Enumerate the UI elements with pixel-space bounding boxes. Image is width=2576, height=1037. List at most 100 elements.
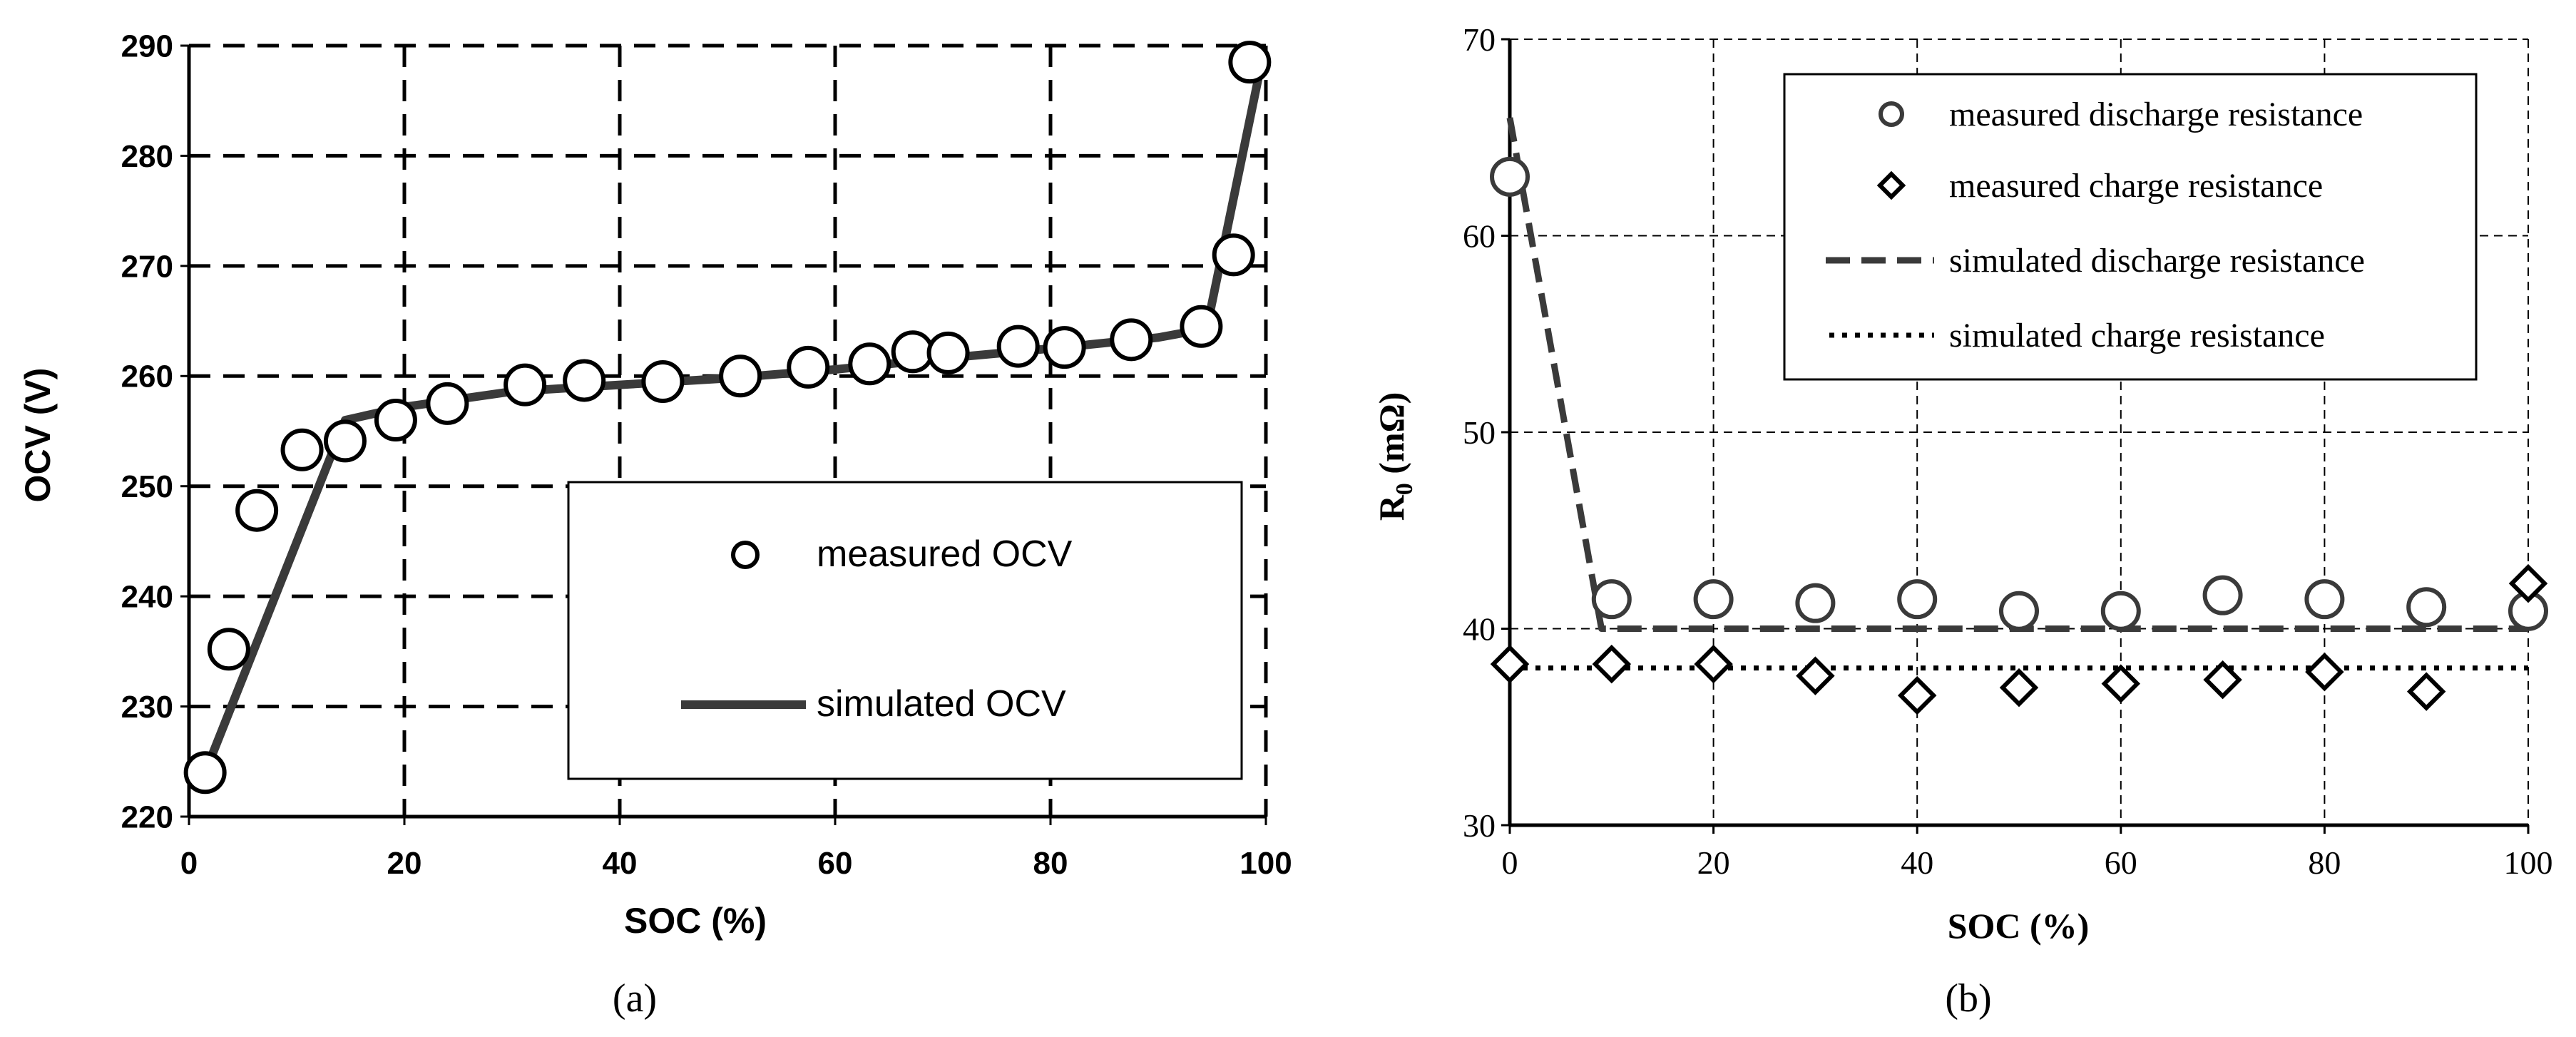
chart-a-legend-label-measured: measured OCV: [817, 533, 1073, 575]
chart-b-series-1-point: [2203, 660, 2242, 700]
chart-b-legend-marker-discharge: [1879, 101, 1904, 127]
chart-a-series-0-point: [1212, 233, 1255, 277]
chart-b-y-tick-label: 50: [1463, 414, 1496, 451]
chart-b-series-0-point: [2406, 587, 2447, 628]
chart-a-series-0-point: [1180, 305, 1223, 348]
chart-b-series-1-point: [1592, 644, 1632, 684]
chart-a-x-ticks: 0 20 40 60 80 100: [180, 817, 1292, 881]
chart-b-series-2-line: [1506, 117, 2528, 632]
chart-b-y-tick-label: 70: [1463, 21, 1496, 58]
chart-a-x-axis-label: SOC (%): [624, 901, 767, 941]
chart-a-series-0-point: [926, 331, 970, 374]
chart-b-series-0-point: [1795, 583, 1836, 623]
chart-b-y-axis-label-sub: 0: [1391, 483, 1418, 495]
chart-b-x-tick-label: 80: [2308, 844, 2341, 881]
chart-b-legend-label-charge: measured charge resistance: [1949, 167, 2323, 205]
chart-b: 0 20 40 60 80 100 30 40 50 60 70 measured dischar…: [1371, 21, 2553, 1021]
chart-a-series-0-point: [1228, 41, 1272, 84]
chart-a-series-0-point: [563, 359, 606, 402]
chart-b-series-0-point: [1693, 579, 1734, 620]
chart-b-x-tick-label: 40: [1901, 844, 1933, 881]
chart-a-y-tick-label: 230: [121, 690, 173, 725]
chart-a-x-tick-label: 20: [387, 846, 422, 881]
chart-a-series-0-point: [207, 628, 250, 671]
chart-a-series-0-point: [374, 399, 417, 442]
chart-b-series-0-point: [2100, 591, 2141, 631]
chart-b-y-ticks: 30 40 50 60 70: [1463, 21, 1510, 844]
chart-a-series-0-point: [1110, 318, 1153, 362]
chart-b-x-tick-label: 60: [2105, 844, 2137, 881]
chart-b-series-0-point: [2304, 579, 2345, 620]
chart-b-series-1-point: [1897, 675, 1937, 715]
chart-b-panel-label: (b): [1945, 976, 1991, 1021]
chart-b-series-0-point: [2202, 575, 2243, 615]
chart-b-y-axis-label-main: R: [1371, 494, 1411, 521]
chart-a-legend: measured OCV simulated OCV: [567, 481, 1243, 780]
chart-b-series-1-point: [2508, 563, 2548, 603]
chart-b-y-axis-label: R0 (mΩ): [1371, 392, 1418, 521]
chart-a-series-0-point: [719, 354, 762, 398]
chart-a-x-tick-label: 40: [603, 846, 638, 881]
chart-b-series-0-point: [1897, 579, 1938, 620]
chart-a-y-tick-label: 270: [121, 249, 173, 284]
chart-b-y-axis-label-unit: (mΩ): [1371, 392, 1411, 484]
chart-a-y-tick-label: 290: [121, 29, 173, 63]
chart-a-y-tick-label: 250: [121, 469, 173, 504]
chart-b-legend-box: [1783, 73, 2478, 381]
chart-a-y-axis-label: OCV (V): [18, 368, 58, 503]
chart-b-x-tick-label: 20: [1697, 844, 1730, 881]
chart-a-axes: [187, 46, 1266, 819]
chart-a-y-ticks: 220 230 240 250 260 270 280 290: [121, 29, 189, 834]
chart-b-series-0-point: [1999, 591, 2039, 631]
chart-a-series: [183, 41, 1272, 795]
chart-a-x-tick-label: 100: [1240, 846, 1292, 881]
chart-a-series-0-point: [848, 342, 891, 386]
chart-b-series-1-point: [1694, 644, 1733, 684]
chart-b-series-0-point: [1591, 579, 1632, 620]
chart-b-x-tick-label: 100: [2504, 844, 2553, 881]
chart-a-x-tick-label: 60: [818, 846, 853, 881]
chart-a-series-0-point: [891, 330, 934, 374]
chart-b-series-1-point: [2406, 672, 2446, 711]
chart-b-y-tick-label: 40: [1463, 611, 1496, 648]
chart-b-legend-label-sim-charge: simulated charge resistance: [1949, 317, 2325, 354]
chart-a-legend-label-simulated: simulated OCV: [817, 683, 1066, 725]
chart-a-y-tick-label: 280: [121, 139, 173, 174]
chart-b-legend: measured discharge resistance measured c…: [1783, 73, 2478, 381]
chart-a-legend-box: [567, 481, 1243, 780]
chart-b-legend-marker-charge: [1876, 170, 1906, 200]
chart-b-series-1-point: [1490, 644, 1530, 684]
chart-b-series-1-point: [2101, 664, 2141, 703]
chart-a: 0 20 40 60 80 100 220 230 240 250 260 270 280 290 me…: [18, 29, 1292, 1021]
chart-a-y-tick-label: 220: [121, 800, 173, 834]
chart-a-series-0-point: [323, 419, 367, 463]
chart-a-x-tick-label: 0: [180, 846, 198, 881]
chart-a-y-tick-label: 240: [121, 580, 173, 615]
chart-a-series-0-point: [504, 363, 547, 407]
chart-a-series-0-point: [280, 428, 324, 471]
chart-a-y-tick-label: 260: [121, 359, 173, 394]
chart-b-y-tick-label: 30: [1463, 807, 1496, 844]
chart-a-legend-marker-measured: [731, 541, 760, 569]
chart-a-series-0-point: [1043, 326, 1086, 369]
chart-b-series-1-point: [2305, 652, 2344, 692]
chart-b-series-1-point: [1796, 656, 1835, 695]
chart-b-x-ticks: 0 20 40 60 80 100: [1502, 825, 2553, 881]
chart-a-series-0-point: [426, 382, 469, 425]
chart-b-series: [1490, 117, 2548, 715]
chart-a-series-0-point: [183, 751, 227, 795]
chart-b-legend-label-sim-discharge: simulated discharge resistance: [1949, 242, 2365, 280]
chart-b-y-tick-label: 60: [1463, 218, 1496, 255]
chart-a-x-tick-label: 80: [1033, 846, 1068, 881]
chart-a-series-0-point: [641, 360, 685, 404]
chart-a-panel-label: (a): [613, 976, 657, 1021]
chart-a-series-0-point: [235, 489, 279, 532]
chart-b-legend-label-discharge: measured discharge resistance: [1949, 96, 2363, 133]
chart-b-series-0-point: [1490, 156, 1530, 197]
chart-a-series-0-point: [787, 345, 830, 389]
chart-b-x-tick-label: 0: [1502, 844, 1518, 881]
chart-b-series-1-point: [1999, 668, 2039, 707]
chart-b-x-axis-label: SOC (%): [1948, 906, 2090, 946]
chart-a-series-0-point: [996, 325, 1040, 368]
